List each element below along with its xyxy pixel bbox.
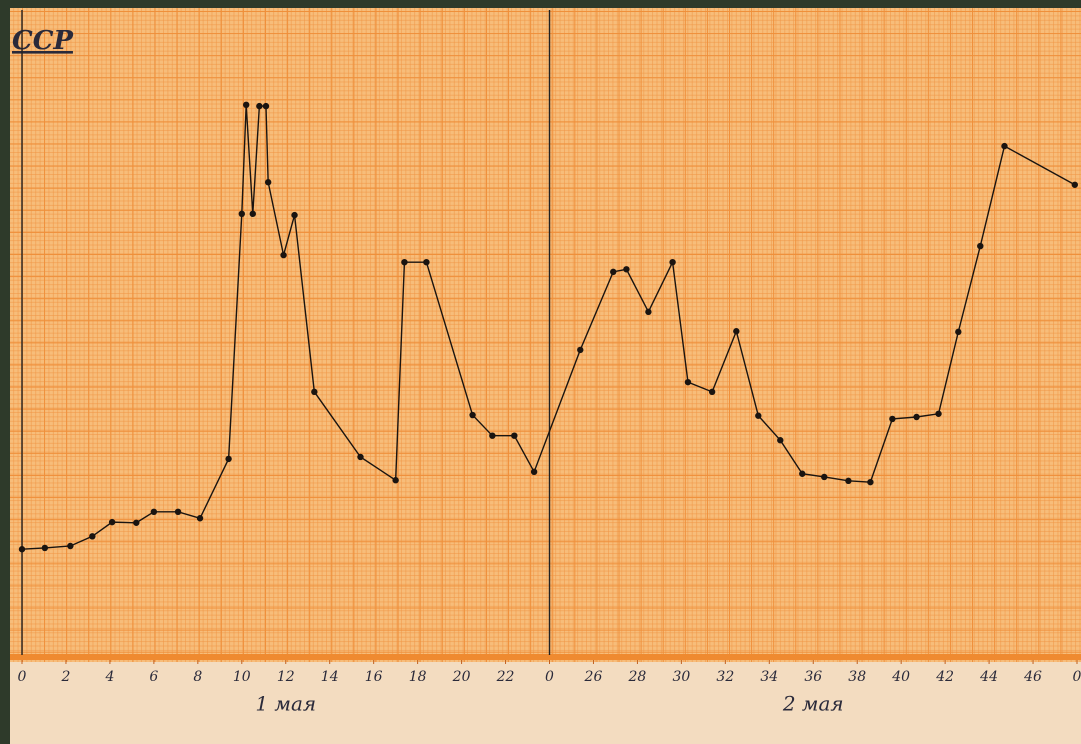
data-point [423, 259, 429, 265]
x-tick-label: 12 [277, 669, 295, 685]
data-point [256, 103, 262, 109]
data-point [977, 243, 983, 249]
data-point [133, 520, 139, 526]
data-point [250, 211, 256, 217]
data-point [291, 212, 297, 218]
data-point [42, 545, 48, 551]
data-point [175, 509, 181, 515]
data-point [239, 211, 245, 217]
data-point [777, 437, 783, 443]
data-point [89, 533, 95, 539]
day-label: 1 мая [255, 692, 316, 716]
data-point [755, 413, 761, 419]
data-point [489, 433, 495, 439]
x-tick-label: 4 [104, 669, 114, 685]
day-label: 2 мая [782, 692, 844, 716]
data-point [955, 329, 961, 335]
page: ССР 024681012141618202202628303234363840… [0, 0, 1081, 744]
data-point [392, 477, 398, 483]
data-point [623, 266, 629, 272]
data-point [913, 414, 919, 420]
data-point [265, 179, 271, 185]
x-tick-label: 32 [716, 669, 734, 685]
x-tick-label: 8 [193, 669, 202, 685]
data-point [19, 546, 25, 552]
data-point [1001, 143, 1007, 149]
x-tick-label: 38 [848, 669, 866, 685]
data-point [243, 102, 249, 108]
x-tick-label: 46 [1023, 669, 1042, 685]
data-point [1072, 182, 1078, 188]
data-point [469, 412, 475, 418]
x-tick-label: 36 [804, 669, 822, 685]
data-point [263, 103, 269, 109]
x-tick-label: 0 [18, 669, 27, 685]
baseline [10, 654, 1081, 660]
x-tick-label: 2 [60, 669, 70, 685]
chart: ССР 024681012141618202202628303234363840… [0, 0, 1081, 744]
x-tick-label: 16 [365, 669, 383, 685]
data-point [799, 471, 805, 477]
data-point [577, 347, 583, 353]
data-point [311, 389, 317, 395]
data-point [197, 515, 203, 521]
x-tick-label: 34 [760, 669, 778, 685]
data-point [225, 456, 231, 462]
data-point [867, 479, 873, 485]
x-tick-label: 40 [891, 669, 910, 685]
data-point [733, 328, 739, 334]
data-point [357, 454, 363, 460]
x-tick-label: 30 [672, 669, 690, 685]
data-point [280, 252, 286, 258]
data-point [109, 519, 115, 525]
x-tick-label: 10 [233, 669, 251, 685]
x-tick-label: 14 [321, 669, 339, 685]
data-point [531, 469, 537, 475]
x-tick-label: 20 [452, 669, 471, 685]
data-point [685, 379, 691, 385]
data-point [511, 433, 517, 439]
x-tick-label: 28 [628, 669, 647, 685]
data-point [669, 259, 675, 265]
data-line [22, 105, 1075, 549]
x-tick-label: 0 [1073, 669, 1081, 685]
x-tick-label: 18 [409, 669, 427, 685]
data-point [845, 478, 851, 484]
data-point [821, 474, 827, 480]
x-tick-label: 42 [935, 669, 954, 685]
data-point [401, 259, 407, 265]
data-point [610, 269, 616, 275]
data-point [151, 509, 157, 515]
x-tick-label: 26 [584, 669, 603, 685]
data-point [67, 543, 73, 549]
data-point [935, 411, 941, 417]
x-tick-label: 0 [545, 669, 554, 685]
x-tick-label: 22 [496, 669, 515, 685]
data-point [709, 389, 715, 395]
x-tick-label: 44 [979, 669, 998, 685]
x-tick-label: 6 [149, 669, 158, 685]
data-point [645, 309, 651, 315]
data-point [889, 416, 895, 422]
